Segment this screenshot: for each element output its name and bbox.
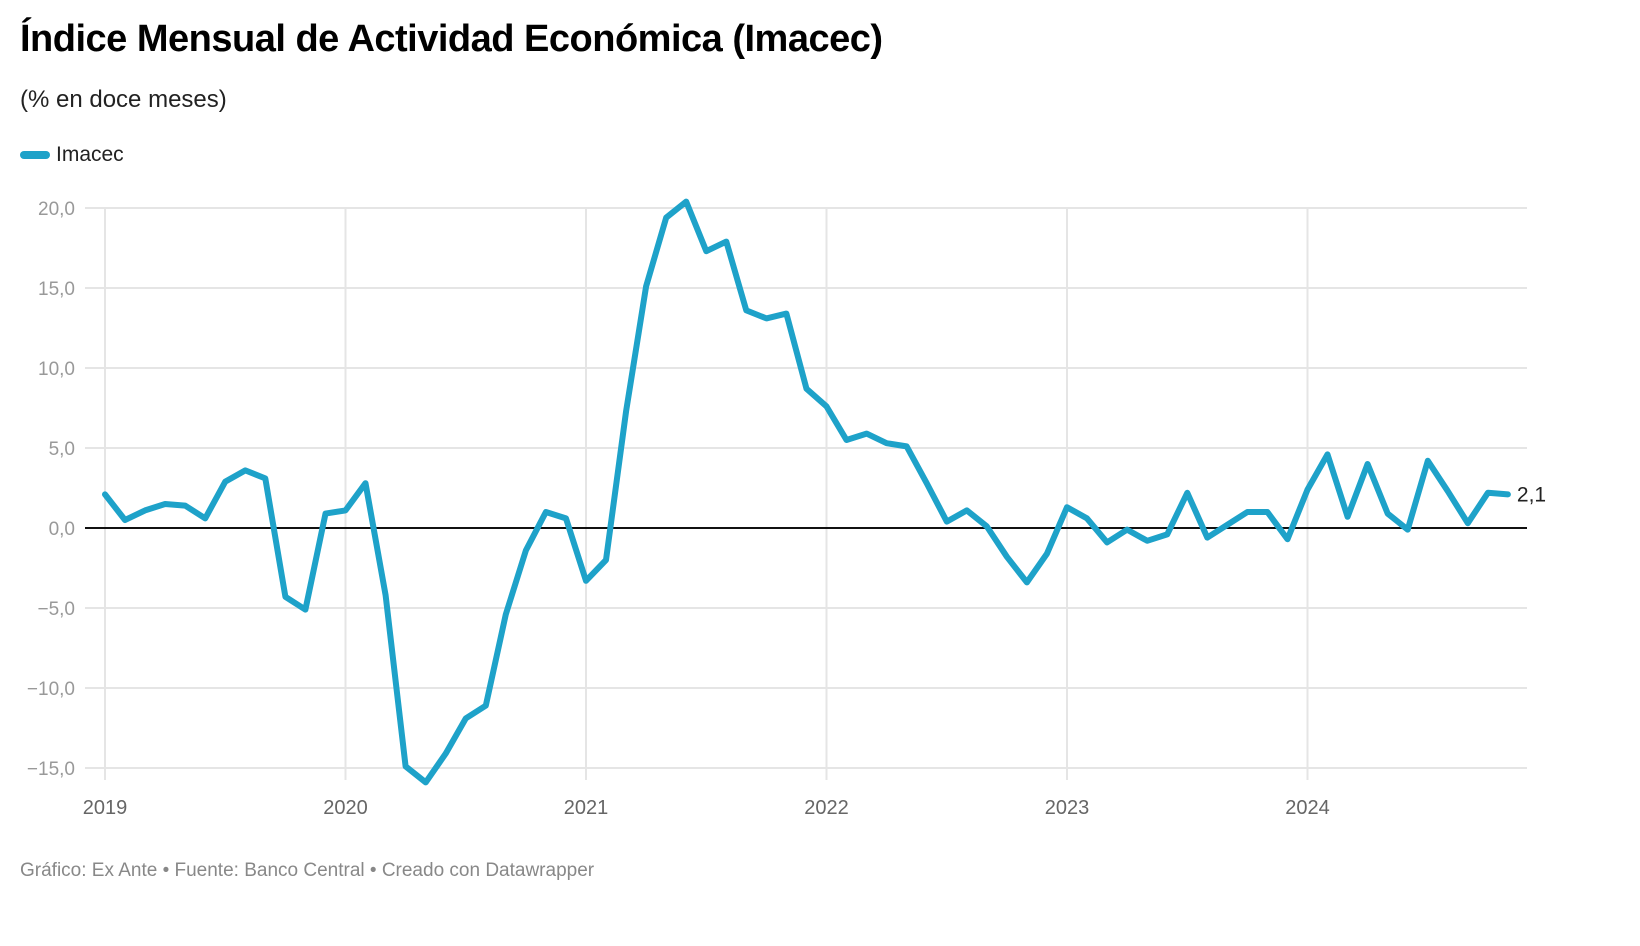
legend-label-imacec: Imacec xyxy=(56,143,124,166)
x-tick-label: 2019 xyxy=(83,797,128,819)
y-tick-label: 20,0 xyxy=(38,199,75,220)
series-line-imacec xyxy=(102,198,1511,786)
legend-swatch-imacec xyxy=(20,151,50,159)
end-value-label: 2,1 xyxy=(1517,483,1546,506)
vertical-gridlines xyxy=(104,208,1309,780)
legend: Imacec xyxy=(20,143,124,167)
y-tick-label: −5,0 xyxy=(37,599,75,620)
x-tick-label: 2023 xyxy=(1045,797,1090,819)
y-tick-label: 15,0 xyxy=(38,279,75,300)
y-tick-label: 0,0 xyxy=(49,519,75,540)
y-tick-label: −15,0 xyxy=(27,759,75,780)
x-tick-label: 2022 xyxy=(804,797,849,819)
chart-subtitle: (% en doce meses) xyxy=(20,86,227,113)
x-tick-label: 2020 xyxy=(323,797,368,819)
chart-footer: Gráfico: Ex Ante • Fuente: Banco Central… xyxy=(20,860,595,881)
y-tick-label: 5,0 xyxy=(49,439,75,460)
x-tick-label: 2021 xyxy=(564,797,609,819)
y-tick-label: 10,0 xyxy=(38,359,75,380)
horizontal-gridlines xyxy=(85,207,1527,769)
x-tick-label: 2024 xyxy=(1285,797,1330,819)
chart-title: Índice Mensual de Actividad Económica (I… xyxy=(20,18,883,60)
x-axis-ticks: 2019 2020 2021 2022 2023 2024 xyxy=(83,797,1330,819)
y-axis-ticks: 20,0 15,0 10,0 5,0 0,0 −5,0 −10,0 −15,0 xyxy=(27,199,75,780)
y-tick-label: −10,0 xyxy=(27,679,75,700)
